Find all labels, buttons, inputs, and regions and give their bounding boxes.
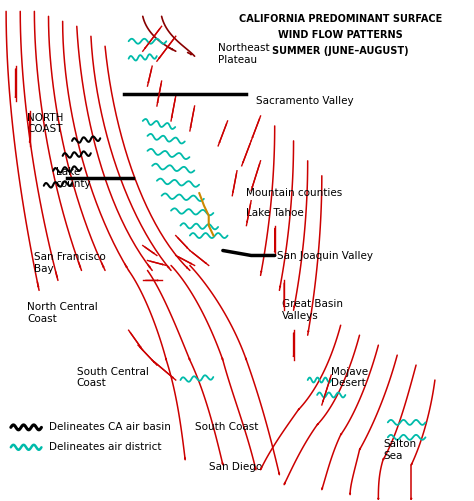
- Text: San Diego: San Diego: [209, 462, 262, 472]
- Text: Delineates air district: Delineates air district: [48, 442, 161, 452]
- Text: SUMMER (JUNE–AUGUST): SUMMER (JUNE–AUGUST): [273, 46, 409, 56]
- Text: San Joaquin Valley: San Joaquin Valley: [277, 252, 373, 262]
- Text: San Francisco
Bay: San Francisco Bay: [35, 252, 106, 274]
- Text: Salton
Sea: Salton Sea: [383, 439, 416, 460]
- Text: Lake Tahoe: Lake Tahoe: [246, 208, 304, 218]
- Text: Delineates CA air basin: Delineates CA air basin: [48, 422, 170, 432]
- Text: WIND FLOW PATTERNS: WIND FLOW PATTERNS: [278, 30, 403, 40]
- Text: Sacramento Valley: Sacramento Valley: [256, 96, 354, 106]
- Text: South Coast: South Coast: [195, 422, 258, 432]
- Text: NORTH
COAST: NORTH COAST: [27, 113, 64, 134]
- Text: Mojave
Desert: Mojave Desert: [331, 367, 368, 388]
- Text: Mountain counties: Mountain counties: [246, 188, 343, 198]
- Text: Lake
county: Lake county: [55, 167, 91, 189]
- Text: CALIFORNIA PREDOMINANT SURFACE: CALIFORNIA PREDOMINANT SURFACE: [239, 14, 442, 24]
- Text: North Central
Coast: North Central Coast: [27, 302, 98, 324]
- Text: South Central
Coast: South Central Coast: [77, 367, 149, 388]
- Text: Northeast
Plateau: Northeast Plateau: [218, 43, 270, 65]
- Text: Great Basin
Valleys: Great Basin Valleys: [282, 300, 343, 321]
